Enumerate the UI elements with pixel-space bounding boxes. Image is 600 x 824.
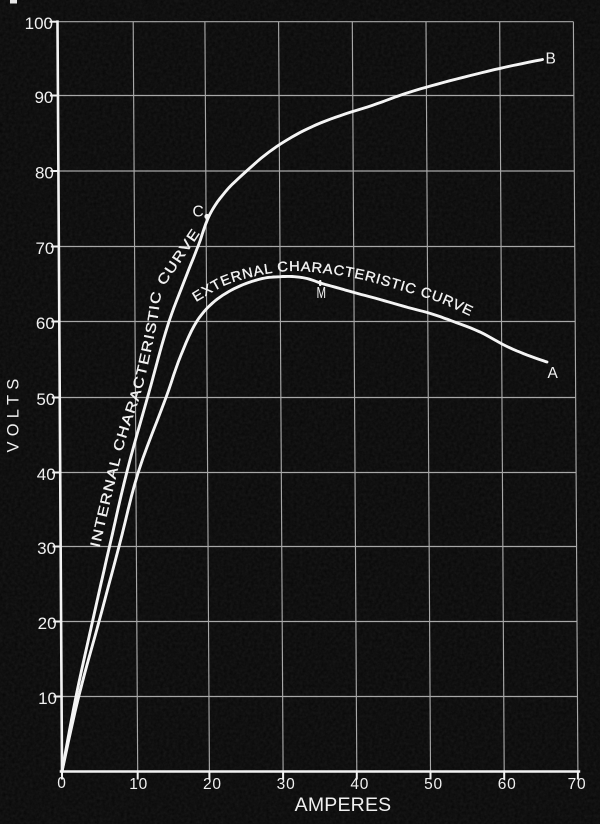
svg-text:B: B [546, 51, 556, 68]
svg-text:70: 70 [568, 776, 587, 793]
svg-text:40: 40 [350, 776, 369, 793]
svg-text:50: 50 [424, 776, 443, 793]
svg-text:20: 20 [38, 614, 57, 633]
svg-text:70: 70 [35, 239, 54, 258]
svg-text:100: 100 [25, 14, 53, 33]
svg-text:30: 30 [37, 539, 56, 558]
svg-text:A: A [548, 365, 559, 382]
svg-text:30: 30 [277, 776, 296, 793]
svg-text:VOLTS: VOLTS [5, 374, 23, 453]
svg-text:10: 10 [38, 689, 57, 708]
svg-text:90: 90 [34, 88, 53, 107]
svg-text:20: 20 [203, 776, 222, 793]
svg-text:0: 0 [57, 775, 66, 792]
svg-text:60: 60 [36, 314, 55, 333]
svg-text:40: 40 [37, 465, 56, 484]
svg-text:60: 60 [498, 776, 517, 793]
svg-text:M: M [317, 284, 327, 301]
svg-text:50: 50 [36, 390, 55, 409]
svg-text:80: 80 [35, 164, 54, 183]
svg-text:C: C [193, 204, 204, 221]
svg-text:10: 10 [129, 776, 148, 793]
svg-text:AMPERES: AMPERES [295, 794, 392, 816]
